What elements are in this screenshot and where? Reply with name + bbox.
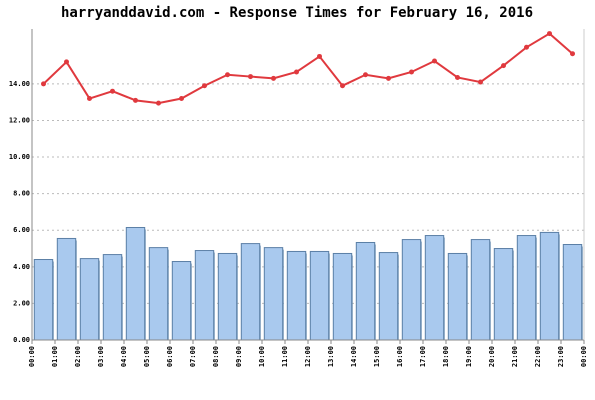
line xyxy=(42,32,574,105)
x-tick-label: 00:00 xyxy=(28,346,36,367)
bar xyxy=(217,252,238,341)
x-tick-label: 00:00 xyxy=(580,346,588,367)
bar xyxy=(125,226,146,341)
bar xyxy=(56,237,77,341)
line-point xyxy=(179,96,184,102)
x-tick-label: 13:00 xyxy=(327,346,335,367)
bar xyxy=(148,247,169,341)
line-point xyxy=(271,75,276,81)
line-point xyxy=(432,58,437,64)
bar xyxy=(194,250,215,341)
y-tick-label: 4.00 xyxy=(13,263,30,271)
x-tick-label: 14:00 xyxy=(350,346,358,367)
bar xyxy=(33,259,54,341)
line-point xyxy=(547,31,552,37)
bar xyxy=(332,252,353,341)
line-point xyxy=(409,69,414,75)
y-tick-label: 0.00 xyxy=(13,336,30,344)
bar xyxy=(240,243,261,341)
x-tick-label: 15:00 xyxy=(373,346,381,367)
line-point xyxy=(133,97,138,103)
x-tick-label: 01:00 xyxy=(51,346,59,367)
x-tick-label: 16:00 xyxy=(396,346,404,367)
bar xyxy=(401,239,422,341)
bar xyxy=(309,250,330,341)
line-point xyxy=(340,83,345,89)
bar xyxy=(516,235,537,341)
x-tick-label: 07:00 xyxy=(189,346,197,367)
line-point xyxy=(64,59,69,65)
x-tick-label: 08:00 xyxy=(212,346,220,367)
line-point xyxy=(41,81,46,87)
bar xyxy=(102,254,123,341)
bar xyxy=(355,241,376,341)
chart-title: harryanddavid.com - Response Times for F… xyxy=(61,5,533,21)
bar xyxy=(378,252,399,341)
x-tick-label: 06:00 xyxy=(166,346,174,367)
bar xyxy=(263,247,284,341)
line-point xyxy=(478,79,483,85)
line-point xyxy=(386,75,391,81)
y-tick-label: 10.00 xyxy=(9,153,30,161)
x-tick-label: 04:00 xyxy=(120,346,128,367)
line-point xyxy=(524,44,529,50)
line-point xyxy=(225,72,230,78)
x-tick-label: 19:00 xyxy=(465,346,473,367)
x-tick-label: 05:00 xyxy=(143,346,151,367)
bar xyxy=(562,244,583,341)
x-tick-label: 09:00 xyxy=(235,346,243,367)
bar xyxy=(286,250,307,341)
line-point xyxy=(317,53,322,59)
y-tick-label: 2.00 xyxy=(13,299,30,307)
line-point xyxy=(248,74,253,80)
line-point xyxy=(87,96,92,102)
x-tick-label: 22:00 xyxy=(534,346,542,367)
x-tick-label: 03:00 xyxy=(97,346,105,367)
x-tick-label: 12:00 xyxy=(304,346,312,367)
bar xyxy=(79,258,100,341)
bar xyxy=(447,252,468,341)
x-tick-label: 18:00 xyxy=(442,346,450,367)
bar xyxy=(470,239,491,341)
bar xyxy=(424,235,445,341)
line-point xyxy=(455,74,460,80)
x-tick-label: 10:00 xyxy=(258,346,266,367)
line-point xyxy=(363,72,368,78)
y-tick-label: 6.00 xyxy=(13,226,30,234)
x-tick-label: 23:00 xyxy=(557,346,565,367)
bar xyxy=(493,248,514,341)
line-point xyxy=(570,51,575,57)
x-tick-label: 17:00 xyxy=(419,346,427,367)
line-point xyxy=(202,83,207,89)
line-point xyxy=(501,63,506,69)
y-tick-label: 8.00 xyxy=(13,190,30,198)
line-point xyxy=(294,69,299,75)
line-point xyxy=(156,100,161,106)
bar xyxy=(171,261,192,341)
y-tick-label: 14.00 xyxy=(9,80,30,88)
bar xyxy=(539,231,560,341)
x-tick-label: 02:00 xyxy=(74,346,82,367)
x-tick-label: 20:00 xyxy=(488,346,496,367)
x-tick-label: 21:00 xyxy=(511,346,519,367)
line-point xyxy=(110,88,115,94)
y-tick-label: 12.00 xyxy=(9,116,30,124)
x-tick-label: 11:00 xyxy=(281,346,289,367)
